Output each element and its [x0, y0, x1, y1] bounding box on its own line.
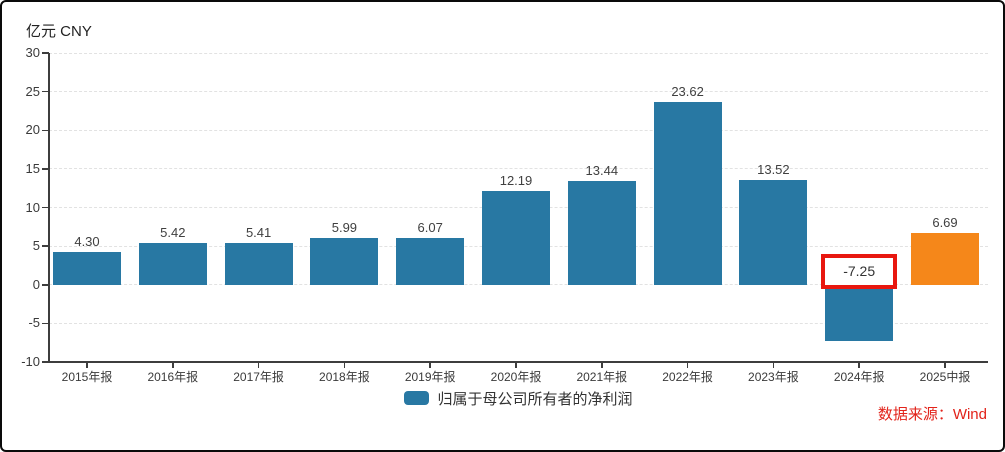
gridline — [49, 91, 988, 93]
x-axis-label: 2025中报 — [919, 370, 971, 384]
y-axis-line — [48, 53, 50, 363]
bar-value-label: 4.30 — [74, 233, 100, 249]
x-axis-label: 2017年报 — [233, 370, 284, 384]
bar-2022年报 — [653, 102, 722, 285]
x-axis-line — [49, 361, 988, 363]
legend-swatch-icon — [404, 391, 430, 405]
x-axis-label: 2018年报 — [319, 370, 370, 384]
x-axis-label: 2019年报 — [404, 370, 456, 384]
y-axis-tick-label: 0 — [32, 276, 40, 292]
bar-2021年报 — [567, 180, 636, 285]
x-axis-tick — [601, 362, 603, 368]
gridline — [49, 322, 988, 324]
bar-value-label: 6.69 — [932, 215, 958, 231]
x-axis-label: 2020年报 — [490, 370, 542, 384]
x-axis-tick — [86, 362, 88, 368]
y-axis-tick-label: 10 — [25, 199, 40, 215]
y-axis-tick — [42, 284, 49, 286]
bar-value-label: 23.62 — [671, 84, 704, 100]
bar-value-label: 5.99 — [331, 220, 358, 236]
bar-value-label: 13.52 — [757, 162, 790, 178]
y-axis-tick-label: -5 — [28, 315, 40, 331]
legend: 归属于母公司所有者的净利润 — [49, 388, 988, 408]
bar-2018年报 — [310, 238, 379, 285]
bar-2025中报 — [911, 233, 979, 285]
bar-2017年报 — [224, 242, 293, 285]
y-axis-tick-label: 15 — [25, 160, 40, 176]
x-axis-tick — [429, 362, 431, 368]
bar-2015年报 — [53, 251, 121, 285]
bar-2016年报 — [138, 242, 207, 285]
bar-2020年报 — [482, 190, 550, 285]
x-axis-label: 2021年报 — [576, 370, 628, 384]
y-axis-tick — [42, 206, 49, 209]
bar-2024年报 — [825, 284, 894, 341]
x-axis-tick — [772, 362, 775, 368]
x-axis-tick — [858, 362, 860, 368]
highlighted-value-annotation: -7.25 — [821, 253, 898, 289]
x-axis-label: 2015年报 — [61, 370, 113, 384]
y-axis-tick-label: 20 — [25, 122, 40, 138]
y-axis-tick — [42, 168, 49, 170]
y-axis-tick-label: 5 — [32, 238, 40, 254]
data-source-label: 数据来源：Wind — [877, 406, 987, 423]
bar-value-label: 5.41 — [245, 224, 272, 240]
x-axis-tick — [515, 362, 517, 368]
x-axis-label: 2024年报 — [833, 370, 885, 384]
x-axis-tick — [944, 362, 946, 368]
x-axis-tick — [172, 362, 174, 368]
y-axis-tick — [42, 361, 49, 363]
y-axis-tick — [42, 245, 49, 247]
y-axis-tick-label: 30 — [25, 45, 40, 60]
y-axis-tick-label: -10 — [21, 354, 40, 369]
x-axis-tick — [686, 362, 689, 368]
y-axis-tick — [42, 52, 49, 54]
x-axis-tick — [343, 362, 346, 368]
gridline — [49, 284, 988, 286]
bar-2023年报 — [739, 180, 808, 285]
bar-value-label: 12.19 — [499, 172, 533, 188]
y-axis-tick-label: 25 — [25, 83, 40, 99]
bar-value-label: 5.42 — [160, 224, 186, 240]
bar-2019年报 — [396, 237, 465, 285]
gridline — [49, 52, 988, 54]
y-axis-tick — [42, 322, 49, 325]
bar-value-label: 13.44 — [585, 162, 619, 178]
bar-value-label: 6.07 — [417, 219, 443, 235]
x-axis-label: 2023年报 — [748, 370, 799, 384]
legend-label: 归属于母公司所有者的净利润 — [437, 390, 633, 408]
y-axis-tick — [42, 129, 49, 131]
y-axis-tick — [42, 90, 49, 93]
gridline — [49, 168, 988, 170]
gridline — [49, 129, 988, 131]
x-axis-label: 2022年报 — [662, 370, 713, 384]
x-axis-label: 2016年报 — [147, 370, 199, 384]
axis-unit-label: 亿元 CNY — [26, 23, 92, 40]
x-axis-tick — [257, 362, 260, 368]
